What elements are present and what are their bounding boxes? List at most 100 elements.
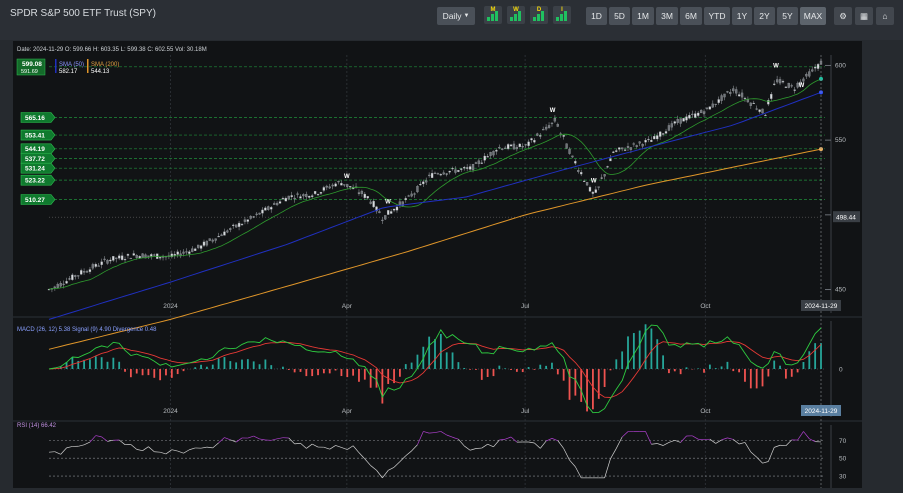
macd-histogram-bar [574,369,576,396]
rsi-line-segment [277,438,283,439]
candle-body [653,136,655,139]
candle-body [519,144,521,147]
indicator-button-d[interactable]: D [530,6,548,24]
rsi-line-segment [254,436,260,439]
candle-body [74,275,76,276]
candle-body [776,79,778,82]
candle-body [817,64,819,68]
macd-histogram-bar [656,339,658,369]
rsi-line-segment [207,447,213,448]
macd-histogram-bar [282,367,284,369]
macd-histogram-bar [300,369,302,372]
rsi-line-segment [312,444,318,447]
rsi-line-segment [616,437,622,448]
candle-body [261,210,263,213]
range-button-6m[interactable]: 6M [680,7,702,25]
rsi-title: RSI (14) 66.42 [17,423,57,429]
candle-body [408,196,410,197]
macd-histogram-bar [241,360,243,369]
candle-body [630,147,632,149]
rsi-line-segment [143,447,149,451]
rsi-line-segment [67,446,73,447]
macd-histogram-bar [785,369,787,379]
candle-body [715,104,717,105]
settings-button[interactable]: ⚙ [834,7,852,25]
x-tick-label: Apr [342,408,353,415]
indicator-button-m[interactable]: M [484,6,502,24]
candle-body [700,110,702,113]
candle-body [484,156,486,160]
range-button-2y[interactable]: 2Y [754,7,775,25]
rsi-line-segment [289,438,295,444]
candle-body [191,249,193,252]
bank-button[interactable]: ⌂ [876,7,894,25]
rsi-line-segment [295,443,301,444]
indicator-button-i[interactable]: I [553,6,571,24]
candle-body [662,134,664,135]
rsi-line-segment [394,462,400,468]
candle-body [668,125,670,130]
candle-body [744,98,746,99]
chart-area[interactable]: Date: 2024-11-29 O: 599.66 H: 603.35 L: … [13,41,862,488]
macd-histogram-bar [522,369,524,372]
candle-body [756,109,758,110]
candle-body [454,170,456,173]
rsi-line-segment [78,445,84,446]
legend-sma50-label: SMA (50) [59,62,84,68]
macd-histogram-bar [311,369,313,376]
rsi-line-segment [219,438,225,443]
range-button-5y[interactable]: 5Y [777,7,798,25]
macd-histogram-bar [610,369,612,370]
candle-body [253,217,255,218]
candle-body [694,114,696,118]
indicator-button-w[interactable]: W [507,6,525,24]
macd-y-tick-label: 0 [839,367,843,374]
legend-sma200-label: SMA (200) [91,62,119,68]
candle-body [469,167,471,170]
support-label: 510.27 [25,197,45,204]
macd-histogram-bar [171,369,173,378]
candle-body [735,89,737,93]
chart-svg[interactable]: Date: 2024-11-29 O: 599.66 H: 603.35 L: … [13,41,862,488]
rsi-line-segment [798,431,804,440]
candle-body [273,203,275,204]
rsi-line-segment [96,436,102,437]
rsi-line-segment [529,442,535,443]
candle-body [788,83,790,87]
candle-body [703,112,705,114]
range-button-1y[interactable]: 1Y [732,7,752,25]
macd-histogram-bar [452,352,454,369]
candle-body [554,118,556,121]
candle-body [569,149,571,154]
candle-body [200,246,202,249]
range-button-1d[interactable]: 1D [586,7,607,25]
candle-body [238,223,240,227]
macd-histogram-bar [183,369,185,371]
range-button-max[interactable]: MAX [800,7,826,25]
candle-body [697,113,699,116]
macd-histogram-bar [715,368,717,369]
macd-histogram-bar [697,368,699,369]
range-button-3m[interactable]: 3M [656,7,678,25]
range-button-5d[interactable]: 5D [609,7,630,25]
candle-body [571,156,573,157]
candle-body [98,266,100,267]
candle-body [101,262,103,265]
range-button-ytd[interactable]: YTD [704,7,730,25]
macd-histogram-bar [101,357,103,369]
candle-body [656,136,658,139]
candle-body [393,209,395,210]
candle-body [779,79,781,83]
candle-body [142,254,144,258]
candle-body [232,225,234,226]
macd-histogram-bar [206,367,208,369]
macd-histogram-bar [703,369,705,373]
range-button-1m[interactable]: 1M [632,7,654,25]
candle-body [361,191,363,194]
rsi-line-segment [488,444,494,447]
calculator-button[interactable]: ▦ [855,7,873,25]
candle-body [317,194,319,195]
candle-body [691,114,693,115]
candle-body [615,151,617,152]
interval-dropdown[interactable]: Daily ▼ [437,7,475,25]
